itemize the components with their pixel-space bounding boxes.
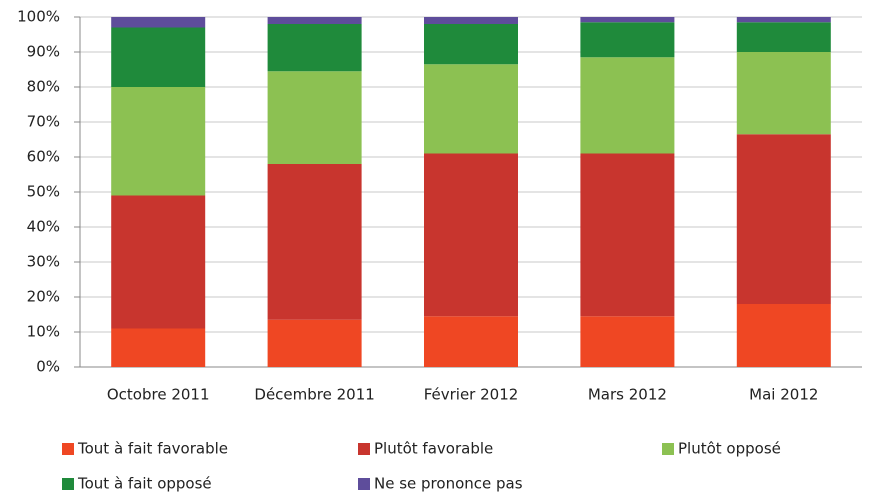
bar-segment bbox=[267, 71, 362, 164]
legend-swatch bbox=[662, 443, 674, 455]
y-tick-label: 30% bbox=[27, 253, 60, 271]
y-tick-label: 60% bbox=[27, 148, 60, 166]
y-tick-label: 50% bbox=[27, 183, 60, 201]
bar-segment bbox=[424, 64, 518, 154]
legend-swatch bbox=[62, 478, 74, 490]
legend-swatch bbox=[358, 443, 370, 455]
y-tick-label: 20% bbox=[27, 288, 60, 306]
legend-label: Tout à fait opposé bbox=[77, 475, 212, 493]
legend-label: Plutôt favorable bbox=[374, 440, 493, 458]
bar-segment bbox=[580, 22, 675, 58]
y-tick-label: 90% bbox=[27, 43, 60, 61]
y-tick-label: 10% bbox=[27, 323, 60, 341]
bar-segment bbox=[111, 328, 206, 367]
bar-segment bbox=[580, 153, 675, 317]
bar-segment bbox=[736, 52, 831, 135]
legend-label: Ne se prononce pas bbox=[374, 475, 523, 493]
legend-label: Plutôt opposé bbox=[678, 440, 781, 458]
bar-segment bbox=[736, 22, 831, 52]
bar-segment bbox=[111, 27, 206, 87]
bar-segment bbox=[736, 134, 831, 304]
bar-segment bbox=[424, 24, 518, 65]
bar-segment bbox=[424, 316, 518, 367]
bar-segment bbox=[267, 17, 362, 24]
x-tick-label: Février 2012 bbox=[424, 386, 519, 404]
bar-segment bbox=[424, 17, 518, 24]
legend-swatch bbox=[62, 443, 74, 455]
bar-segment bbox=[111, 195, 206, 329]
y-tick-label: 70% bbox=[27, 113, 60, 131]
bar-segment bbox=[267, 319, 362, 367]
x-tick-label: Mars 2012 bbox=[588, 386, 667, 404]
bar-segment bbox=[267, 24, 362, 72]
bar-segment bbox=[111, 17, 206, 28]
bar-segment bbox=[267, 164, 362, 320]
legend-label: Tout à fait favorable bbox=[77, 440, 228, 458]
y-tick-label: 100% bbox=[17, 8, 60, 26]
bar-segment bbox=[424, 153, 518, 317]
x-tick-label: Décembre 2011 bbox=[254, 386, 374, 404]
x-tick-label: Octobre 2011 bbox=[107, 386, 210, 404]
bar-segment bbox=[580, 316, 675, 367]
bar-segment bbox=[580, 17, 675, 23]
x-tick-label: Mai 2012 bbox=[749, 386, 818, 404]
legend-swatch bbox=[358, 478, 370, 490]
bar-segment bbox=[736, 17, 831, 23]
bar-segment bbox=[580, 57, 675, 154]
y-tick-label: 80% bbox=[27, 78, 60, 96]
y-tick-label: 0% bbox=[36, 358, 60, 376]
y-tick-label: 40% bbox=[27, 218, 60, 236]
bar-segment bbox=[111, 87, 206, 196]
bar-segment bbox=[736, 304, 831, 367]
